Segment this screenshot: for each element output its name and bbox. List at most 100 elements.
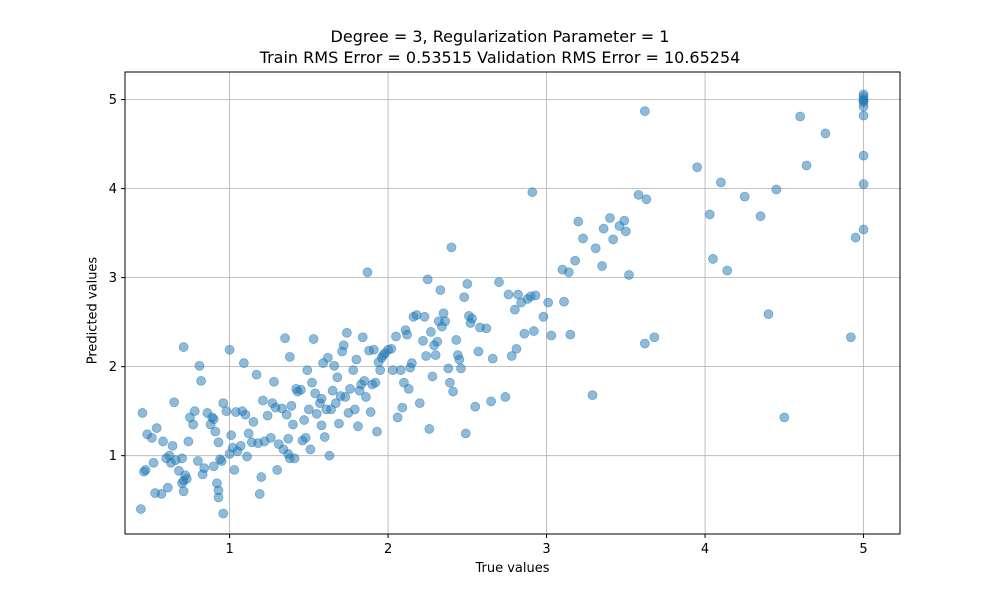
data-point: [598, 223, 609, 234]
axis-ticks: 1 2 3 4 5 1 2 3 4 5: [109, 93, 868, 557]
data-point: [467, 313, 477, 324]
data-point: [771, 184, 782, 195]
data-point: [158, 436, 168, 447]
data-point: [178, 342, 189, 352]
y-tick-label: 5: [109, 93, 117, 108]
data-point: [503, 289, 514, 300]
data-point: [597, 261, 607, 271]
data-point: [850, 232, 861, 243]
data-point: [362, 267, 373, 278]
data-point: [639, 338, 650, 349]
data-point: [311, 408, 322, 419]
data-point: [722, 265, 733, 276]
data-point: [248, 416, 259, 427]
data-point: [148, 457, 159, 468]
data-point: [213, 437, 224, 448]
data-point: [178, 486, 189, 497]
data-point: [443, 363, 454, 374]
data-point: [578, 233, 588, 244]
data-point: [435, 285, 446, 295]
data-point: [779, 412, 790, 423]
data-point: [283, 433, 294, 444]
data-point: [251, 369, 262, 380]
data-point: [162, 482, 173, 493]
y-tick-label: 2: [109, 360, 117, 375]
data-point: [280, 333, 290, 344]
data-point: [322, 352, 333, 363]
data-point: [460, 428, 471, 439]
data-point: [348, 365, 359, 376]
data-point: [451, 335, 462, 345]
data-point: [432, 336, 443, 347]
data-point: [368, 344, 379, 355]
data-point: [448, 386, 458, 397]
data-point: [795, 111, 806, 122]
data-point: [316, 393, 327, 404]
data-point: [573, 216, 584, 227]
data-point: [265, 432, 276, 443]
data-point: [360, 392, 371, 402]
data-point: [528, 326, 539, 336]
data-point: [527, 187, 538, 198]
data-point: [137, 408, 148, 418]
data-point: [256, 472, 267, 482]
data-point: [349, 404, 360, 415]
data-point: [587, 390, 598, 401]
data-point: [411, 310, 422, 320]
data-point: [330, 398, 341, 409]
x-axis-label: True values: [475, 561, 550, 576]
data-point: [329, 360, 340, 371]
data-point: [421, 351, 432, 361]
data-point: [444, 377, 455, 388]
data-point: [213, 492, 224, 503]
data-point: [229, 465, 240, 475]
data-point: [140, 465, 151, 475]
data-point: [302, 365, 313, 376]
data-point: [286, 400, 297, 411]
data-point: [395, 365, 406, 376]
data-point: [403, 384, 414, 394]
data-point: [563, 267, 574, 278]
data-point: [156, 489, 167, 499]
data-point: [708, 254, 718, 264]
data-point: [454, 354, 465, 365]
data-point: [414, 398, 425, 409]
data-point: [365, 407, 376, 417]
x-tick-label: 5: [859, 542, 867, 557]
data-point: [334, 418, 344, 429]
data-point: [327, 385, 338, 396]
data-point: [858, 150, 869, 161]
data-point: [641, 194, 652, 205]
data-point: [242, 451, 252, 462]
data-point: [216, 456, 227, 466]
data-point: [716, 177, 726, 188]
data-point: [257, 395, 268, 406]
data-point: [620, 226, 631, 237]
data-point: [392, 412, 403, 423]
data-point: [135, 504, 146, 514]
data-point: [288, 419, 298, 430]
data-point: [181, 473, 192, 484]
chart-subtitle: Train RMS Error = 0.53515 Validation RMS…: [259, 48, 741, 67]
data-point: [303, 404, 314, 415]
data-point: [372, 426, 382, 437]
data-point: [633, 189, 644, 200]
data-point: [565, 329, 576, 340]
data-point: [353, 421, 363, 432]
data-point: [194, 360, 205, 371]
data-point: [511, 343, 522, 354]
data-point: [639, 106, 650, 117]
data-point: [221, 406, 232, 417]
data-point: [763, 309, 774, 320]
data-point: [858, 224, 869, 235]
data-point: [446, 242, 457, 253]
data-point: [430, 350, 441, 360]
data-point: [608, 234, 619, 245]
data-point: [307, 377, 317, 388]
data-point: [289, 453, 300, 464]
data-point: [218, 508, 229, 519]
data-point: [357, 332, 368, 343]
data-point: [240, 409, 251, 420]
x-tick-label: 4: [701, 542, 709, 557]
data-point: [296, 384, 306, 395]
